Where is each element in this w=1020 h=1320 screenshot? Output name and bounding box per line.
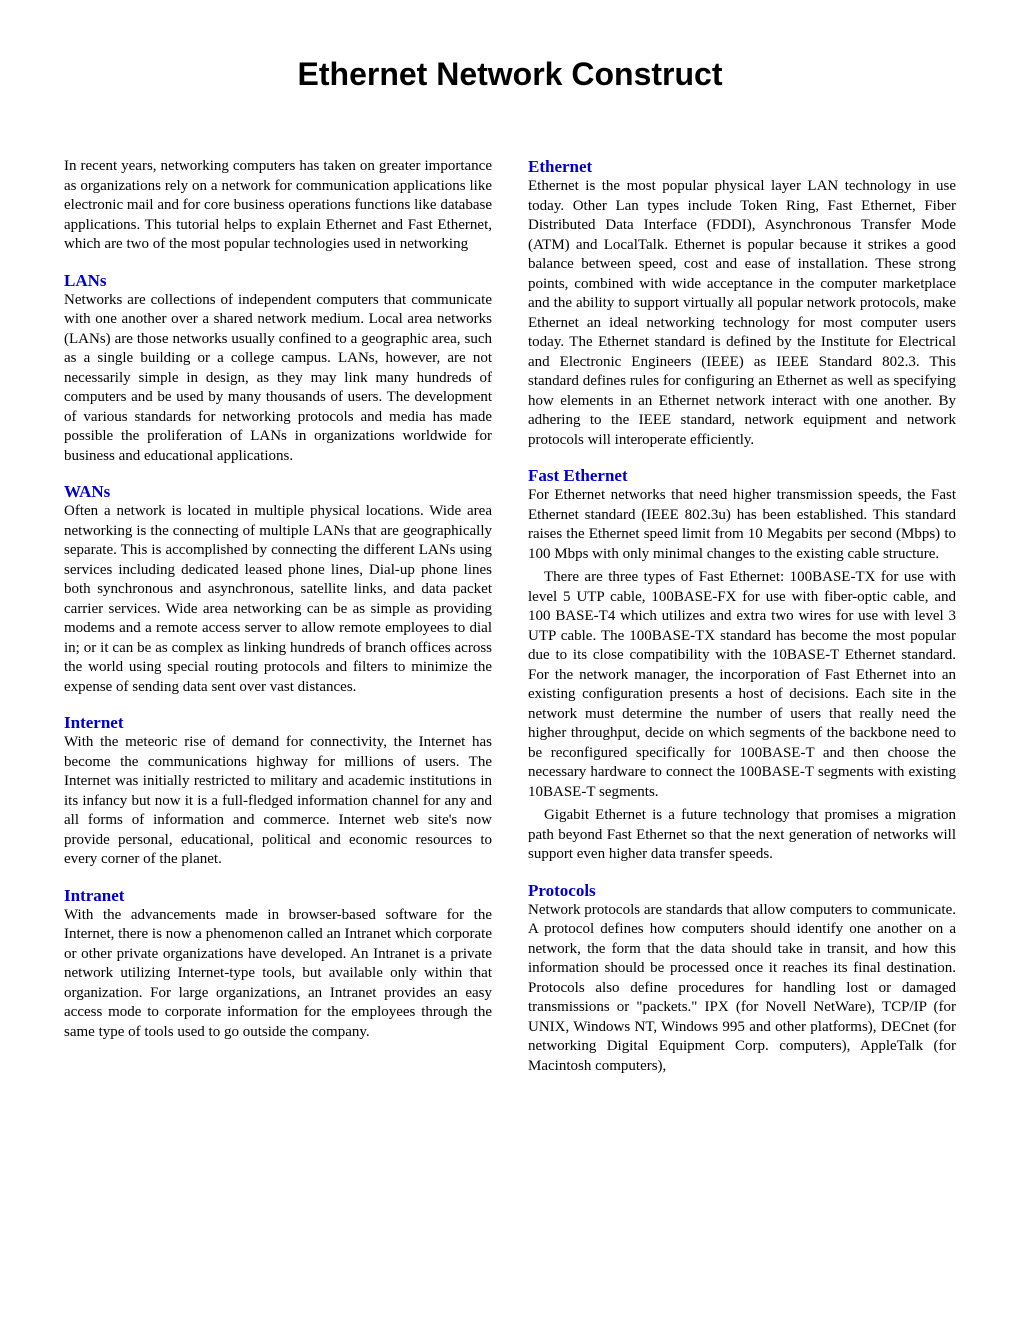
section-body-ethernet: Ethernet is the most popular physical la… [528,177,956,450]
section-body-fast-ethernet-2: There are three types of Fast Ethernet: … [528,568,956,802]
section-heading-fast-ethernet: Fast Ethernet [528,466,956,486]
two-column-layout: In recent years, networking computers ha… [64,157,956,1080]
section-body-fast-ethernet-3: Gigabit Ethernet is a future technology … [528,806,956,865]
section-body-intranet: With the advancements made in browser-ba… [64,906,492,1043]
section-heading-lans: LANs [64,271,492,291]
section-body-fast-ethernet-1: For Ethernet networks that need higher t… [528,486,956,564]
section-heading-protocols: Protocols [528,881,956,901]
section-body-protocols: Network protocols are standards that all… [528,901,956,1077]
section-body-internet: With the meteoric rise of demand for con… [64,733,492,870]
section-heading-wans: WANs [64,482,492,502]
section-body-lans: Networks are collections of independent … [64,291,492,467]
intro-paragraph: In recent years, networking computers ha… [64,157,492,255]
left-column: In recent years, networking computers ha… [64,157,492,1080]
right-column: Ethernet Ethernet is the most popular ph… [528,157,956,1080]
section-heading-internet: Internet [64,713,492,733]
section-body-wans: Often a network is located in multiple p… [64,502,492,697]
page-title: Ethernet Network Construct [64,56,956,93]
section-heading-ethernet: Ethernet [528,157,956,177]
section-heading-intranet: Intranet [64,886,492,906]
